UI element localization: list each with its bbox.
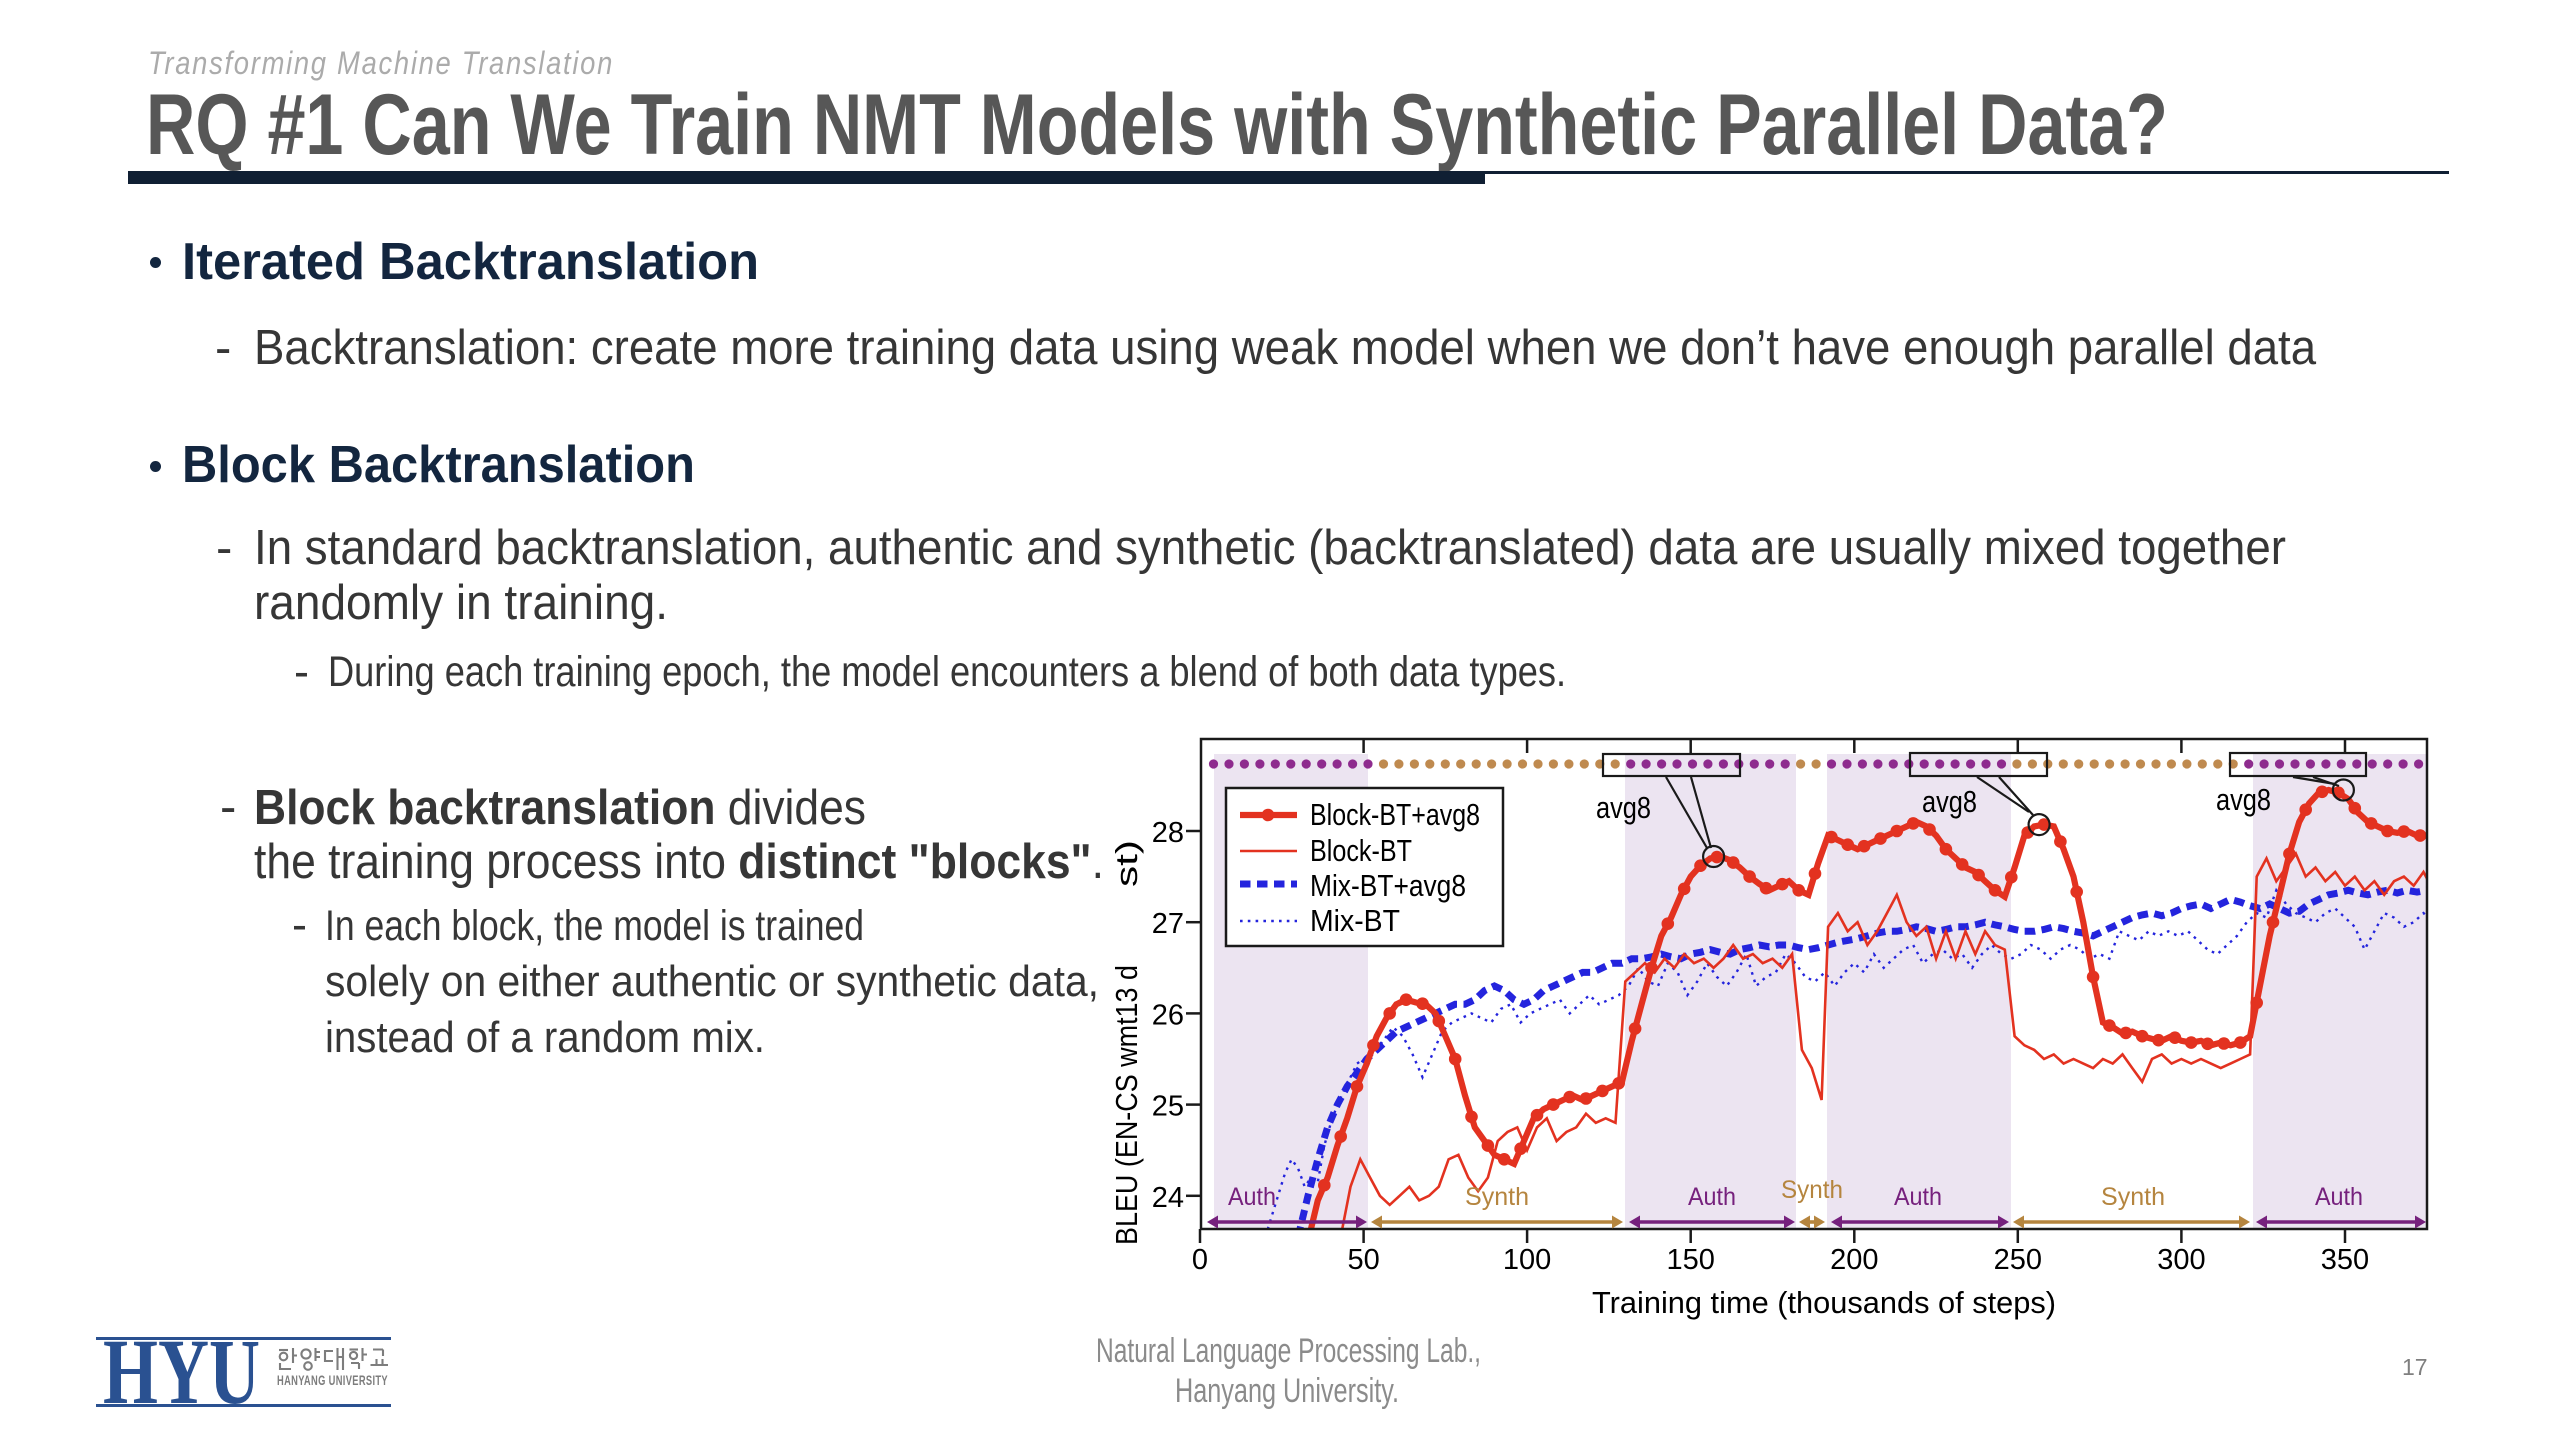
svg-text:Mix-BT: Mix-BT [1310, 903, 1400, 938]
svg-text:27: 27 [1152, 908, 1184, 940]
svg-text:avg8: avg8 [2216, 782, 2271, 817]
svg-text:24: 24 [1152, 1182, 1184, 1214]
svg-text:Block-BT+avg8: Block-BT+avg8 [1310, 797, 1480, 832]
svg-text:150: 150 [1667, 1244, 1715, 1276]
svg-text:Auth: Auth [1688, 1183, 1736, 1211]
svg-text:Auth: Auth [1894, 1183, 1942, 1211]
svg-text:Synth: Synth [1781, 1176, 1843, 1204]
svg-text:25: 25 [1152, 1091, 1184, 1123]
svg-text:avg8: avg8 [1596, 790, 1651, 825]
svg-text:Training time (thousands of st: Training time (thousands of steps) [1592, 1285, 2056, 1320]
svg-text:0: 0 [1192, 1244, 1208, 1276]
svg-text:Synth: Synth [1465, 1183, 1529, 1211]
svg-text:BLEU (EN-CS wmt13 d: BLEU (EN-CS wmt13 d [1109, 965, 1144, 1245]
svg-text:300: 300 [2157, 1244, 2205, 1276]
svg-text:26: 26 [1152, 999, 1184, 1031]
svg-text:250: 250 [1994, 1244, 2042, 1276]
svg-text:350: 350 [2321, 1244, 2369, 1276]
svg-text:Auth: Auth [2315, 1183, 2363, 1211]
svg-text:28: 28 [1152, 817, 1184, 849]
svg-text:50: 50 [1347, 1244, 1379, 1276]
svg-text:Mix-BT+avg8: Mix-BT+avg8 [1310, 868, 1466, 903]
svg-text:200: 200 [1830, 1244, 1878, 1276]
svg-text:Synth: Synth [2101, 1183, 2165, 1211]
svg-text:Auth: Auth [1228, 1183, 1276, 1211]
svg-text:Block-BT: Block-BT [1310, 833, 1412, 868]
svg-text:st): st) [1109, 840, 1144, 887]
svg-text:100: 100 [1503, 1244, 1551, 1276]
svg-text:avg8: avg8 [1922, 784, 1977, 819]
